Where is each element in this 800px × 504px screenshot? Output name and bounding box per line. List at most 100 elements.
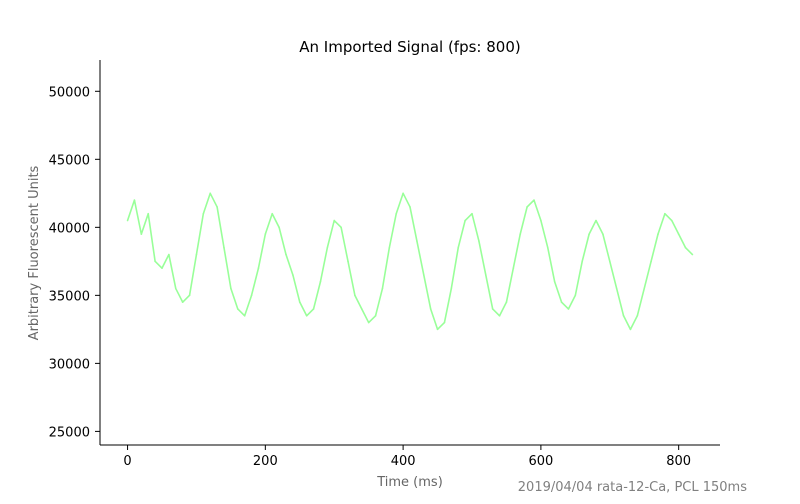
- signal-data-point: [608, 260, 611, 263]
- signal-data-point: [257, 267, 260, 269]
- signal-data-point: [388, 246, 391, 249]
- signal-data-point: [629, 328, 632, 331]
- signal-data-point: [684, 246, 687, 249]
- signal-data-point: [367, 321, 370, 324]
- signal-data-point: [236, 308, 239, 310]
- signal-data-point: [133, 199, 136, 201]
- signal-data-point: [223, 246, 225, 249]
- signal-data-point: [478, 240, 480, 242]
- y-tick-label: 50000: [49, 85, 90, 100]
- signal-data-point: [567, 308, 570, 310]
- y-tick-label: 25000: [49, 425, 90, 440]
- signal-data-point: [602, 233, 604, 235]
- signal-data-point: [374, 314, 377, 317]
- signal-data-point: [243, 314, 246, 317]
- signal-data-point: [209, 192, 212, 195]
- x-tick-label: 200: [253, 454, 278, 469]
- signal-data-point: [505, 301, 508, 303]
- signal-data-point: [292, 274, 294, 276]
- signal-data-point: [457, 246, 460, 249]
- signal-data-point: [436, 328, 439, 331]
- signal-data-point: [643, 287, 646, 290]
- signal-data-point: [546, 246, 549, 249]
- signal-data-point: [471, 212, 473, 215]
- y-tick-label: 35000: [49, 289, 90, 304]
- signal-data-point: [560, 301, 563, 303]
- signal-data-point: [429, 308, 432, 310]
- signal-data-point: [588, 233, 590, 235]
- signal-data-point: [664, 212, 666, 215]
- signal-data-point: [443, 321, 446, 324]
- signal-data-point: [168, 253, 170, 256]
- signal-data-point: [581, 260, 584, 263]
- x-axis-ticks: 0 200 400 600 800: [123, 445, 691, 469]
- signal-data-point: [230, 287, 232, 290]
- x-tick-label: 400: [391, 454, 416, 469]
- signal-data-point: [181, 301, 184, 303]
- signal-data-point: [174, 287, 177, 290]
- chart-title: An Imported Signal (fps: 800): [299, 38, 520, 56]
- signal-data-point: [312, 308, 315, 310]
- y-tick-label: 45000: [49, 153, 90, 168]
- signal-data-point: [622, 314, 625, 317]
- signal-data-point: [416, 240, 418, 242]
- signal-data-point: [422, 274, 425, 276]
- signal-data-point: [126, 219, 129, 222]
- signal-data-point: [147, 212, 150, 215]
- signal-data-point: [395, 212, 398, 215]
- signal-data-point: [216, 206, 218, 208]
- signal-data-point: [650, 260, 652, 263]
- y-tick-label: 40000: [49, 221, 90, 236]
- signal-data-point: [553, 280, 556, 283]
- signal-data-point: [381, 287, 384, 290]
- signal-data-point: [691, 253, 694, 256]
- signal-data-point: [333, 219, 336, 222]
- signal-data-point: [354, 294, 356, 297]
- chart-annotation: 2019/04/04 rata-12-Ca, PCL 150ms: [518, 480, 747, 495]
- signal-data-point: [319, 280, 322, 283]
- y-axis-ticks: 25000 30000 35000 40000 45000 50000: [49, 85, 100, 440]
- signal-data-point: [195, 253, 198, 256]
- plot-area: [126, 192, 694, 331]
- signal-data-point: [464, 219, 466, 222]
- signal-data-point: [450, 287, 453, 290]
- signal-data-point: [154, 260, 156, 263]
- signal-data-point: [264, 233, 267, 235]
- signal-data-point: [484, 274, 487, 276]
- signal-data-point: [498, 314, 501, 317]
- x-tick-label: 0: [123, 454, 131, 469]
- signal-data-point: [298, 301, 301, 303]
- signal-data-point: [657, 233, 659, 235]
- signal-data-point: [271, 212, 274, 215]
- signal-data-point: [574, 294, 577, 297]
- signal-data-point: [409, 206, 411, 208]
- signal-data-point: [512, 267, 515, 269]
- signal-data-point: [326, 246, 329, 249]
- x-tick-label: 800: [666, 454, 691, 469]
- signal-data-point: [402, 192, 404, 195]
- signal-data-point: [636, 314, 639, 317]
- signal-data-point: [615, 287, 618, 290]
- signal-data-point: [140, 233, 143, 235]
- signal-series-line: [126, 192, 694, 331]
- signal-data-point: [533, 199, 535, 201]
- signal-data-point: [540, 219, 542, 222]
- signal-data-point: [526, 206, 528, 208]
- signal-data-point: [202, 212, 205, 215]
- signal-data-point: [347, 260, 349, 263]
- y-tick-label: 30000: [49, 357, 90, 372]
- signal-data-point: [519, 233, 522, 235]
- y-axis-label: Arbitrary Fluorescent Units: [27, 165, 42, 340]
- signal-data-point: [188, 294, 191, 297]
- signal-data-point: [305, 314, 308, 317]
- signal-data-point: [491, 308, 494, 310]
- signal-data-point: [250, 294, 253, 297]
- signal-data-point: [161, 267, 163, 269]
- x-axis-label: Time (ms): [376, 475, 443, 490]
- signal-data-point: [285, 253, 287, 256]
- signal-data-point: [677, 233, 680, 235]
- x-tick-label: 600: [528, 454, 553, 469]
- signal-data-point: [670, 219, 673, 222]
